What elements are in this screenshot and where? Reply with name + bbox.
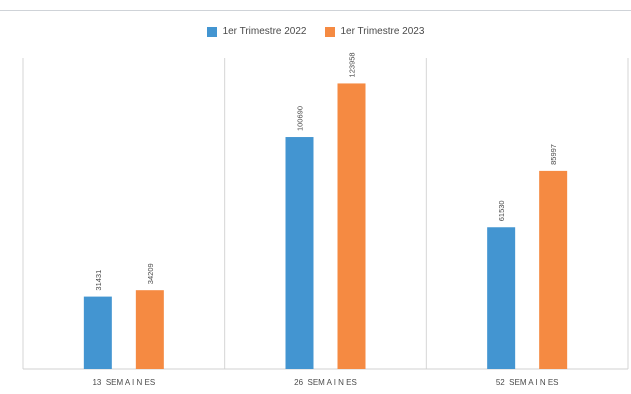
category-label-2: 52 SEM A I N ES: [496, 378, 559, 387]
data-label-2023-1: 123958: [348, 52, 357, 77]
legend-label-2022: 1er Trimestre 2022: [222, 26, 307, 37]
data-label-2023-0: 34209: [146, 263, 155, 284]
data-label-2022-0: 31431: [94, 270, 103, 291]
legend-item-2023: 1er Trimestre 2023: [324, 26, 425, 37]
data-label-2023-2: 85997: [549, 144, 558, 165]
data-label-2022-1: 100690: [296, 106, 305, 131]
bar-2022-0: [83, 296, 112, 369]
chart-legend: 1er Trimestre 2022 1er Trimestre 2023: [0, 26, 631, 37]
category-label-0: 13 SEM A I N ES: [92, 378, 155, 387]
bar-2022-2: [487, 227, 516, 369]
category-label-1: 26 SEM A I N ES: [294, 378, 357, 387]
bar-2023-0: [135, 290, 164, 369]
bar-2022-1: [285, 137, 314, 369]
legend-item-2022: 1er Trimestre 2022: [206, 26, 307, 37]
data-label-2022-2: 61530: [497, 200, 506, 221]
legend-swatch-2023: [324, 26, 335, 37]
bar-2023-2: [539, 170, 568, 369]
bar-2023-1: [337, 83, 366, 369]
top-rule: [0, 10, 631, 11]
legend-swatch-2022: [206, 26, 217, 37]
legend-label-2023: 1er Trimestre 2023: [340, 26, 425, 37]
